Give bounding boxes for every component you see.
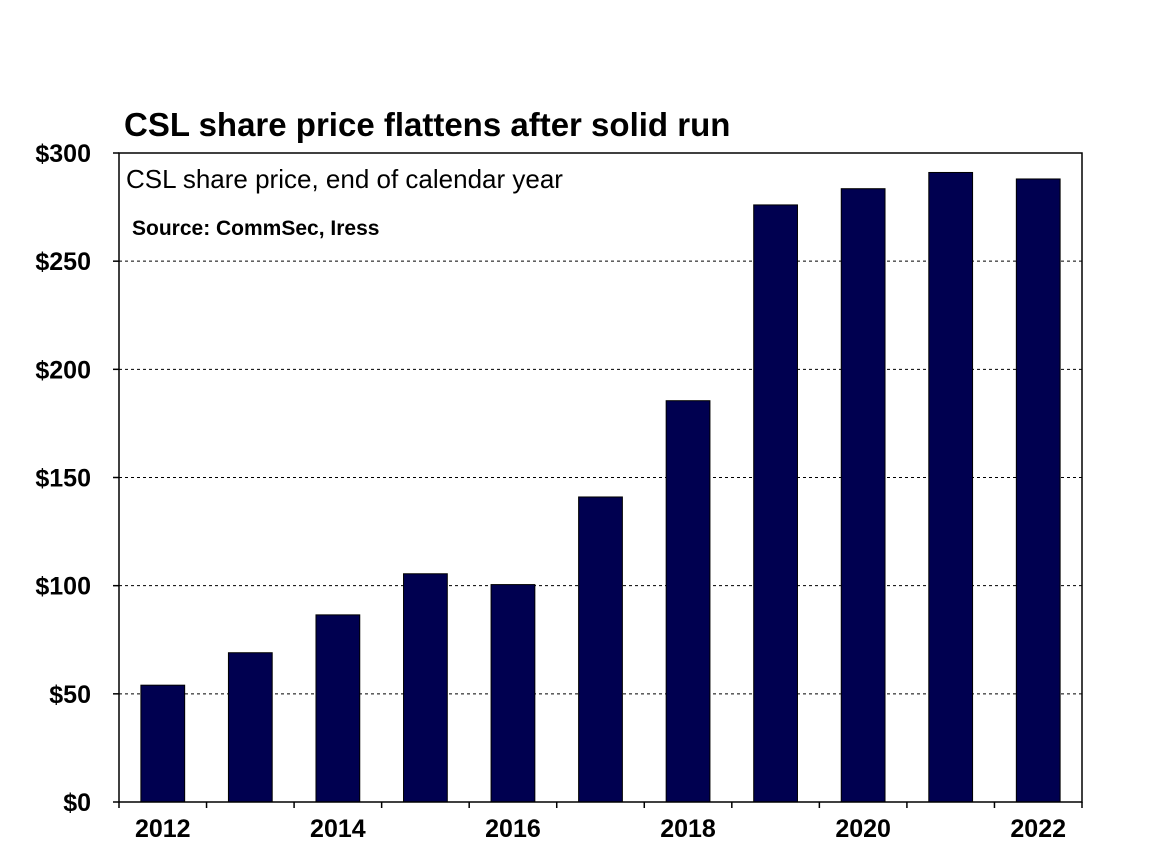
y-tick-label: $300 <box>35 140 91 168</box>
y-tick-label: $0 <box>63 789 91 817</box>
bar-2021 <box>928 171 974 803</box>
bar-2018 <box>665 400 711 803</box>
bar-2022 <box>1015 178 1061 803</box>
bar-2016 <box>490 584 536 803</box>
bar-2019 <box>753 204 798 803</box>
x-axis: 2012 2014 2016 2018 2020 2022 <box>118 802 1083 843</box>
bar-2013 <box>227 652 273 803</box>
bar-2012 <box>140 684 186 803</box>
x-tick-label: 2020 <box>835 815 891 843</box>
bars <box>140 171 1061 803</box>
x-tick-label: 2018 <box>660 815 716 843</box>
y-tick-label: $250 <box>35 248 91 276</box>
x-tick-label: 2014 <box>310 815 366 843</box>
x-tick-label: 2012 <box>135 815 191 843</box>
y-axis: $0 $50 $100 $150 $200 $250 $300 <box>35 140 119 817</box>
bar-2014 <box>315 614 361 803</box>
x-tick-label: 2022 <box>1010 815 1066 843</box>
bar-2015 <box>403 573 448 803</box>
y-tick-label: $50 <box>49 681 91 709</box>
chart-subtitle: CSL share price, end of calendar year <box>126 164 563 194</box>
y-tick-label: $200 <box>35 356 91 384</box>
bar-2017 <box>578 496 623 803</box>
bar-2020 <box>840 188 886 803</box>
source-note: Source: CommSec, Iress <box>132 217 379 240</box>
y-tick-label: $150 <box>35 465 91 493</box>
chart-title: CSL share price flattens after solid run <box>124 106 730 143</box>
x-tick-label: 2016 <box>485 815 541 843</box>
y-tick-label: $100 <box>35 573 91 601</box>
